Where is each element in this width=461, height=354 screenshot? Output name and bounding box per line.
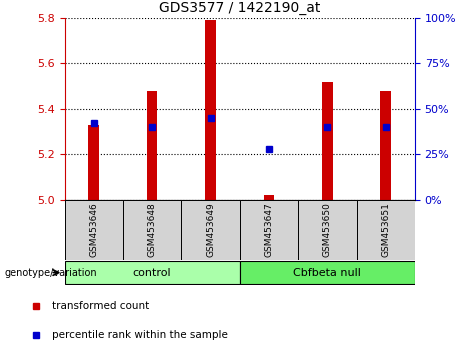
- Title: GDS3577 / 1422190_at: GDS3577 / 1422190_at: [159, 1, 320, 15]
- Bar: [65, 200, 123, 260]
- Text: transformed count: transformed count: [52, 301, 149, 310]
- Text: GSM453648: GSM453648: [148, 202, 157, 257]
- Text: GSM453647: GSM453647: [265, 202, 273, 257]
- Bar: [123, 200, 181, 260]
- Bar: [89, 125, 99, 200]
- Bar: [147, 91, 157, 200]
- Bar: [205, 20, 216, 200]
- Bar: [264, 195, 274, 200]
- Text: control: control: [133, 268, 171, 278]
- Bar: [181, 200, 240, 260]
- Bar: [298, 200, 356, 260]
- Text: percentile rank within the sample: percentile rank within the sample: [52, 330, 228, 340]
- Bar: [380, 91, 391, 200]
- Text: GSM453649: GSM453649: [206, 202, 215, 257]
- Text: GSM453650: GSM453650: [323, 202, 332, 257]
- Text: GSM453651: GSM453651: [381, 202, 390, 257]
- Bar: [240, 200, 298, 260]
- Text: Cbfbeta null: Cbfbeta null: [293, 268, 361, 278]
- Text: GSM453646: GSM453646: [89, 202, 98, 257]
- Bar: [240, 261, 415, 284]
- Bar: [65, 261, 240, 284]
- Bar: [322, 81, 332, 200]
- Bar: [356, 200, 415, 260]
- Text: genotype/variation: genotype/variation: [5, 268, 97, 278]
